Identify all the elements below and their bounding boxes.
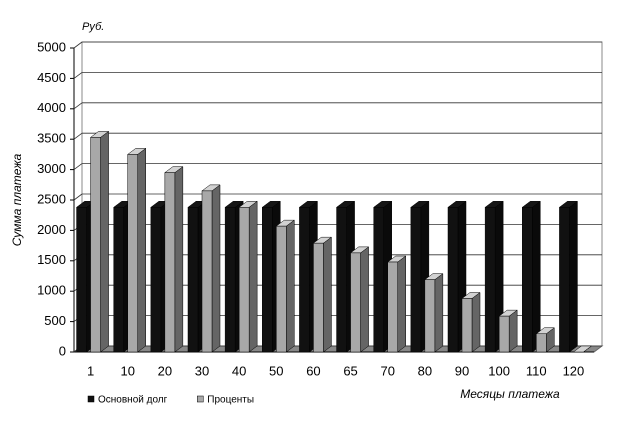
- legend-swatch: [87, 395, 95, 403]
- x-tick-label: 100: [488, 363, 510, 378]
- bar: [461, 298, 473, 353]
- bar: [336, 207, 347, 353]
- y-tick-label: 1000: [37, 283, 66, 298]
- bar: [201, 190, 213, 353]
- y-tick-label: 500: [44, 313, 66, 328]
- bar: [410, 207, 422, 353]
- grid-side: [73, 72, 83, 79]
- bar: [150, 207, 162, 353]
- bar: [373, 207, 384, 353]
- grid-side: [73, 132, 83, 140]
- bar-side: [174, 166, 184, 353]
- bar-side: [434, 273, 444, 353]
- bar: [350, 252, 361, 353]
- x-tick-label: 30: [195, 363, 209, 378]
- bar: [76, 207, 87, 353]
- y-tick-label: 2500: [37, 191, 66, 206]
- bar: [313, 242, 324, 353]
- bar-side: [323, 236, 332, 353]
- bar: [424, 279, 436, 353]
- bar: [113, 207, 124, 353]
- bar: [187, 207, 199, 353]
- bar: [127, 154, 138, 353]
- bar-top: [572, 345, 593, 353]
- bar: [164, 172, 176, 353]
- bar-side: [100, 130, 109, 353]
- x-tick-label: 110: [526, 363, 547, 378]
- x-tick-label: 70: [380, 363, 394, 378]
- y-tick-label: 1500: [37, 252, 66, 267]
- bar: [90, 137, 101, 353]
- bar-side: [248, 200, 258, 353]
- y-tick-label: 0: [59, 343, 66, 358]
- x-tick-label: 1: [87, 363, 94, 378]
- x-axis-title: Месяцы платежа: [460, 387, 560, 401]
- bar: [262, 207, 273, 353]
- y-tick-label: 4500: [37, 70, 66, 85]
- legend-swatch: [197, 395, 204, 403]
- bar: [498, 315, 510, 353]
- bar: [484, 207, 496, 353]
- bar: [522, 207, 533, 353]
- x-tick-label: 80: [418, 363, 432, 378]
- x-tick-label: 10: [120, 363, 134, 378]
- bar: [536, 333, 547, 353]
- bar: [276, 225, 287, 353]
- bar-side: [137, 147, 146, 353]
- grid-side: [73, 41, 83, 49]
- bar-side: [471, 291, 481, 353]
- x-tick-label: 20: [158, 363, 172, 378]
- x-tick-label: 120: [563, 363, 585, 378]
- bar-side: [211, 184, 221, 353]
- unit-label: Руб.: [82, 21, 104, 33]
- bar: [299, 207, 310, 353]
- y-tick-label: 2000: [37, 222, 66, 237]
- legend-label: Проценты: [207, 395, 254, 406]
- y-tick-label: 3000: [37, 161, 66, 176]
- bar: [238, 207, 250, 353]
- x-tick-label: 65: [343, 363, 357, 378]
- x-tick-label: 40: [232, 363, 246, 378]
- legend-label: Основной долг: [98, 395, 168, 406]
- bar-side: [532, 200, 541, 353]
- bar-side: [360, 246, 369, 353]
- grid-side: [73, 193, 83, 201]
- x-tick-label: 60: [306, 363, 320, 378]
- bar-side: [569, 200, 578, 353]
- grid-side: [73, 102, 83, 110]
- x-tick-label: 90: [455, 363, 469, 378]
- bar: [559, 207, 570, 353]
- y-tick-label: 5000: [37, 39, 66, 54]
- x-tick-label: 50: [269, 363, 283, 378]
- y-tick-label: 4000: [37, 100, 66, 115]
- bar: [387, 261, 398, 353]
- y-tick-label: 3500: [37, 131, 66, 146]
- y-axis-title: Сумма платежа: [10, 153, 24, 246]
- bar: [447, 207, 459, 353]
- bar: [224, 207, 236, 353]
- bar-side: [397, 255, 406, 353]
- grid-side: [73, 163, 83, 170]
- bar-side: [286, 219, 295, 353]
- bar-side: [508, 309, 518, 353]
